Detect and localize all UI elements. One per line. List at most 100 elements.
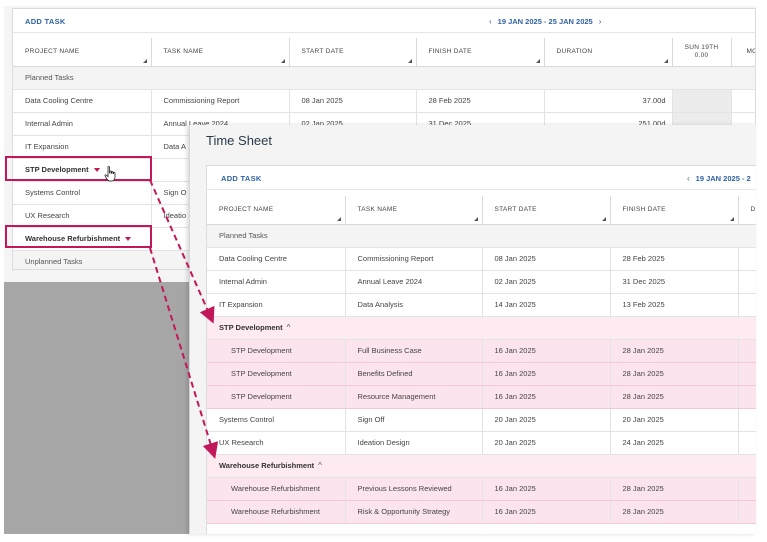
chevron-right-icon[interactable]: › — [598, 17, 602, 26]
collapse-chevron-icon[interactable]: ^ — [318, 461, 322, 470]
table-row[interactable]: IT Expansion Data Analysis 14 Jan 2025 13 F… — [207, 293, 756, 317]
group-row-stp[interactable]: STP Development ^ — [207, 316, 756, 340]
expand-chevron-icon[interactable] — [93, 168, 100, 173]
add-task-button[interactable]: ADD TASK — [25, 17, 66, 26]
table-cell: IT Expansion — [13, 135, 152, 159]
expand-chevron-icon[interactable] — [125, 237, 132, 242]
front-task-table: PROJECT NAME TASK NAME START DATE FINISH… — [207, 196, 756, 524]
sort-icon — [601, 216, 606, 221]
table-cell: 28 Jan 2025 — [610, 339, 739, 363]
table-cell: Benefits Defined — [345, 362, 483, 386]
table-cell: Warehouse Refurbishment — [13, 227, 152, 251]
table-cell: 16 Jan 2025 — [482, 500, 611, 524]
table-row[interactable]: Warehouse Refurbishment Previous Lessons … — [207, 477, 756, 501]
table-cell: 28 Jan 2025 — [610, 477, 739, 501]
table-cell: 13 Feb 2025 — [610, 293, 739, 317]
section-row: Planned Tasks — [207, 224, 756, 248]
col-project-name[interactable]: PROJECT NAME — [207, 196, 346, 225]
section-row: Planned Tasks — [13, 66, 755, 90]
hand-cursor-icon — [104, 166, 116, 182]
table-cell: 02 Jan 2025 — [482, 270, 611, 294]
add-task-button[interactable]: ADD TASK — [221, 174, 262, 183]
chevron-left-icon[interactable]: ‹ — [489, 17, 492, 26]
table-cell: 28 Jan 2025 — [610, 500, 739, 524]
table-cell — [738, 362, 756, 386]
group-label: Warehouse Refurbishment — [219, 461, 315, 470]
table-cell — [738, 385, 756, 409]
chevron-left-icon[interactable]: ‹ — [687, 174, 690, 183]
table-row[interactable]: STP Development Benefits Defined 16 Jan 20… — [207, 362, 756, 386]
sort-icon — [280, 58, 285, 63]
table-cell: 24 Jan 2025 — [610, 431, 739, 455]
col-finish-date[interactable]: FINISH DATE — [416, 38, 545, 67]
table-cell: Data Cooling Centre — [207, 247, 346, 271]
table-cell: Commissioning Report — [345, 247, 483, 271]
table-cell — [738, 293, 756, 317]
table-cell: 28 Jan 2025 — [610, 385, 739, 409]
empty-area — [4, 282, 189, 534]
sort-icon — [663, 58, 668, 63]
table-cell: STP Development ^ — [207, 316, 756, 340]
table-cell: STP Development — [207, 362, 346, 386]
table-cell: 28 Feb 2025 — [416, 89, 545, 113]
table-cell: Full Business Case — [345, 339, 483, 363]
table-row[interactable]: Systems Control Sign Off 20 Jan 2025 20 Jan… — [207, 408, 756, 432]
group-label: Warehouse Refurbishment — [25, 234, 121, 243]
table-cell: UX Research — [207, 431, 346, 455]
table-cell — [731, 89, 755, 113]
date-navigator: ‹ 19 JAN 2025 - 2 — [681, 174, 751, 183]
table-cell: Previous Lessons Reviewed — [345, 477, 483, 501]
date-navigator: ‹ 19 JAN 2025 - 25 JAN 2025 › — [483, 17, 607, 26]
date-range-label: 19 JAN 2025 - 2 — [695, 174, 751, 183]
sort-icon — [142, 58, 147, 63]
table-cell — [738, 339, 756, 363]
table-cell: STP Development — [207, 339, 346, 363]
section-planned-tasks: Planned Tasks — [207, 224, 756, 248]
table-cell: 20 Jan 2025 — [482, 408, 611, 432]
col-finish-date[interactable]: FINISH DATE — [610, 196, 739, 225]
table-cell: 37.00d — [544, 89, 673, 113]
table-cell — [738, 408, 756, 432]
table-row[interactable]: STP Development Full Business Case 16 Jan … — [207, 339, 756, 363]
table-cell: Sign Off — [345, 408, 483, 432]
table-cell — [738, 270, 756, 294]
collapse-chevron-icon[interactable]: ^ — [286, 323, 291, 332]
col-day-mon: MO — [731, 38, 755, 67]
table-cell: Ideation Design — [345, 431, 483, 455]
sort-icon — [336, 216, 341, 221]
col-duration[interactable]: DU — [738, 196, 756, 225]
col-task-name[interactable]: TASK NAME — [151, 38, 290, 67]
table-cell: 16 Jan 2025 — [482, 339, 611, 363]
table-row[interactable]: Data Cooling Centre Commissioning Report 0… — [13, 89, 755, 113]
table-cell: STP Development — [207, 385, 346, 409]
timesheet-panel: Time Sheet ADD TASK ‹ 19 JAN 2025 - 2 PRO… — [189, 125, 756, 534]
table-cell: Risk & Opportunity Strategy — [345, 500, 483, 524]
table-cell: Resource Management — [345, 385, 483, 409]
table-cell: UX Research — [13, 204, 152, 228]
col-project-name[interactable]: PROJECT NAME — [13, 38, 152, 67]
table-cell — [672, 89, 732, 113]
col-start-date[interactable]: START DATE — [482, 196, 611, 225]
table-cell: Internal Admin — [13, 112, 152, 136]
table-cell — [738, 477, 756, 501]
table-row[interactable]: STP Development Resource Management 16 Jan… — [207, 385, 756, 409]
group-row-warehouse[interactable]: Warehouse Refurbishment ^ — [207, 454, 756, 478]
col-task-name[interactable]: TASK NAME — [345, 196, 483, 225]
table-cell: 14 Jan 2025 — [482, 293, 611, 317]
table-cell — [738, 247, 756, 271]
table-row[interactable]: Data Cooling Centre Commissioning Report 0… — [207, 247, 756, 271]
col-duration[interactable]: DURATION — [544, 38, 673, 67]
header-row: PROJECT NAME TASK NAME START DATE FINISH… — [13, 38, 755, 67]
table-cell: 31 Dec 2025 — [610, 270, 739, 294]
table-cell: Warehouse Refurbishment ^ — [207, 454, 756, 478]
table-row[interactable]: Internal Admin Annual Leave 2024 02 Jan 20… — [207, 270, 756, 294]
sort-icon — [535, 58, 540, 63]
group-label: STP Development — [219, 323, 283, 332]
table-cell: 20 Jan 2025 — [610, 408, 739, 432]
col-start-date[interactable]: START DATE — [289, 38, 417, 67]
table-cell: Warehouse Refurbishment — [207, 500, 346, 524]
col-day-sun: SUN 19TH 0.00 — [672, 38, 732, 67]
table-cell: Data Cooling Centre — [13, 89, 152, 113]
table-row[interactable]: Warehouse Refurbishment Risk & Opportunit… — [207, 500, 756, 524]
table-row[interactable]: UX Research Ideation Design 20 Jan 2025 24 … — [207, 431, 756, 455]
